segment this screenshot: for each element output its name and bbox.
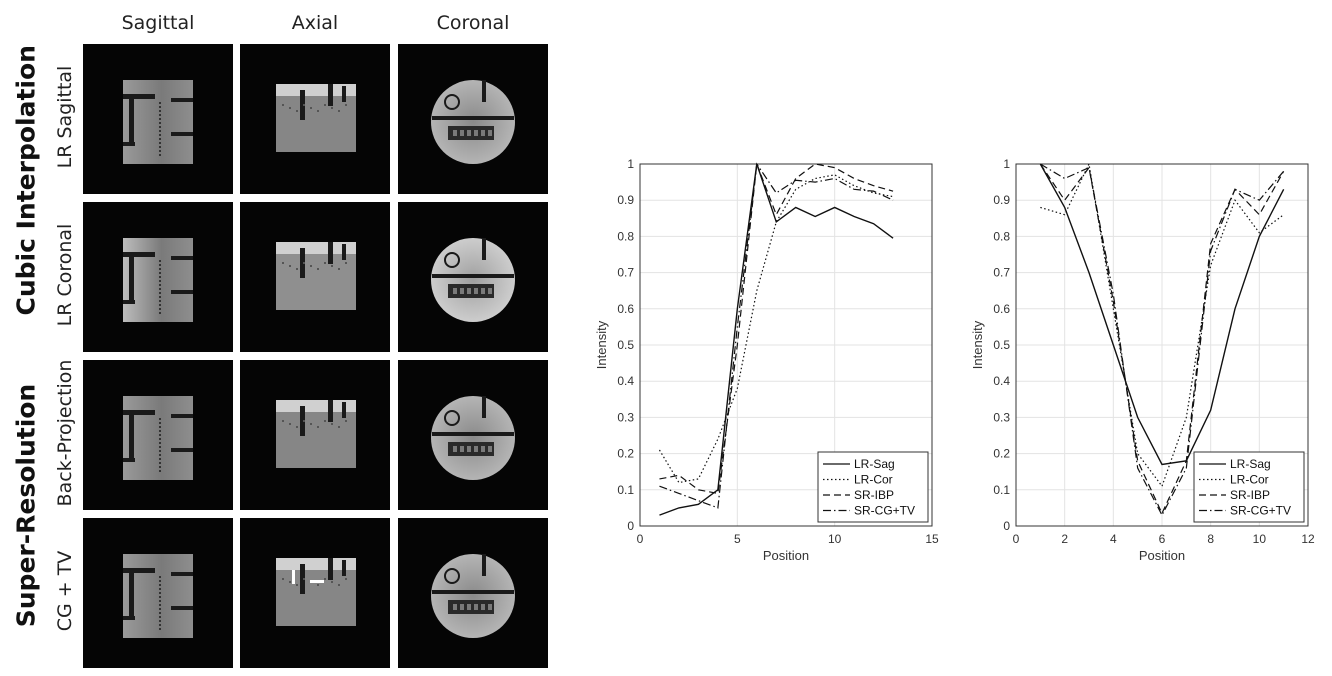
y-tick-label: 0.9 — [617, 193, 634, 207]
series-line-lr-sag — [1039, 163, 1285, 466]
x-tick-label: 4 — [1110, 532, 1117, 546]
series-line-sr-cg-tv — [659, 162, 894, 509]
y-tick-label: 0.7 — [993, 266, 1010, 280]
legend-entry: LR-Sag — [1230, 457, 1271, 471]
y-tick-label: 0.9 — [993, 193, 1010, 207]
y-tick-label: 0.8 — [617, 229, 634, 243]
y-tick-label: 0.7 — [617, 266, 634, 280]
row-label-lr-coronal: LR Coronal — [54, 223, 76, 327]
x-tick-label: 6 — [1159, 532, 1166, 546]
x-tick-label: 10 — [828, 532, 842, 546]
x-tick-label: 0 — [637, 532, 644, 546]
mri-image-cg-tv-axial — [240, 518, 390, 668]
legend-entry: SR-CG+TV — [1230, 504, 1291, 518]
series-line-lr-cor — [658, 174, 894, 484]
y-tick-label: 0.3 — [617, 410, 634, 424]
mri-image-lr-sagittal-coronal — [398, 44, 548, 194]
y-tick-label: 0.5 — [993, 338, 1010, 352]
x-tick-label: 15 — [925, 532, 939, 546]
row-label-cg-tv: CG + TV — [54, 550, 76, 632]
y-tick-label: 0.4 — [993, 374, 1010, 388]
x-tick-label: 5 — [734, 532, 741, 546]
x-tick-label: 8 — [1207, 532, 1214, 546]
legend-entry: LR-Cor — [1230, 473, 1269, 487]
column-header-sagittal: Sagittal — [121, 12, 195, 34]
column-header-coronal: Coronal — [436, 12, 510, 34]
mri-image-lr-sagittal-axial — [240, 44, 390, 194]
y-axis-label: Intensity — [594, 320, 609, 369]
legend-entry: LR-Sag — [854, 457, 895, 471]
mri-image-back-projection-coronal — [398, 360, 548, 510]
y-axis-label: Intensity — [970, 320, 985, 369]
mri-image-lr-coronal-axial — [240, 202, 390, 352]
mri-image-back-projection-sagittal — [83, 360, 233, 510]
group-label-cubic-interpolation: Cubic Interpolation — [11, 45, 41, 316]
y-tick-label: 0.8 — [993, 229, 1010, 243]
y-tick-label: 0.2 — [617, 447, 634, 461]
mri-image-lr-coronal-coronal — [398, 202, 548, 352]
mri-image-cg-tv-coronal — [398, 518, 548, 668]
plot-axes-box — [1015, 163, 1309, 527]
row-label-back-projection: Back-Projection — [54, 359, 76, 507]
legend-entry: SR-IBP — [1230, 488, 1270, 502]
mri-image-lr-sagittal-sagittal — [83, 44, 233, 194]
mri-image-back-projection-axial — [240, 360, 390, 510]
y-tick-label: 0.2 — [993, 447, 1010, 461]
y-tick-label: 0.6 — [993, 302, 1010, 316]
y-tick-label: 0.1 — [993, 483, 1010, 497]
legend-entry: LR-Cor — [854, 473, 893, 487]
column-header-axial: Axial — [291, 12, 339, 34]
x-tick-label: 0 — [1013, 532, 1020, 546]
x-tick-label: 12 — [1301, 532, 1315, 546]
intensity-profile-plot-2: 0 2 4 6 8 10 12 0 0.1 0.2 0.3 0.4 0.5 0.6 0.7 0.8 0.9 1 Po… — [970, 157, 1315, 563]
legend-entry: SR-CG+TV — [854, 504, 915, 518]
x-tick-label: 2 — [1061, 532, 1068, 546]
y-tick-label: 0 — [1003, 519, 1010, 533]
series-line-sr-ibp — [1039, 163, 1285, 515]
y-tick-label: 0.6 — [617, 302, 634, 316]
x-tick-label: 10 — [1253, 532, 1267, 546]
y-tick-label: 0 — [627, 519, 634, 533]
y-tick-label: 0.4 — [617, 374, 634, 388]
x-axis-label: Position — [763, 548, 809, 563]
series-line-sr-ibp — [659, 163, 894, 495]
series-line-lr-sag — [659, 163, 894, 516]
x-axis-label: Position — [1139, 548, 1185, 563]
mri-image-cg-tv-sagittal — [83, 518, 233, 668]
intensity-profile-plot-1: 0 5 10 15 0 0.1 0.2 0.3 0.4 0.5 0.6 0.7 0.8 0.9 1 Posit… — [594, 157, 939, 563]
row-label-lr-sagittal: LR Sagittal — [54, 65, 76, 169]
group-label-super-resolution: Super-Resolution — [11, 383, 41, 628]
y-tick-label: 0.5 — [617, 338, 634, 352]
y-tick-label: 0.1 — [617, 483, 634, 497]
plot-axes-box — [639, 163, 933, 527]
y-tick-label: 1 — [627, 157, 634, 171]
y-tick-label: 1 — [1003, 157, 1010, 171]
mri-image-lr-coronal-sagittal — [83, 202, 233, 352]
y-tick-label: 0.3 — [993, 410, 1010, 424]
legend-entry: SR-IBP — [854, 488, 894, 502]
